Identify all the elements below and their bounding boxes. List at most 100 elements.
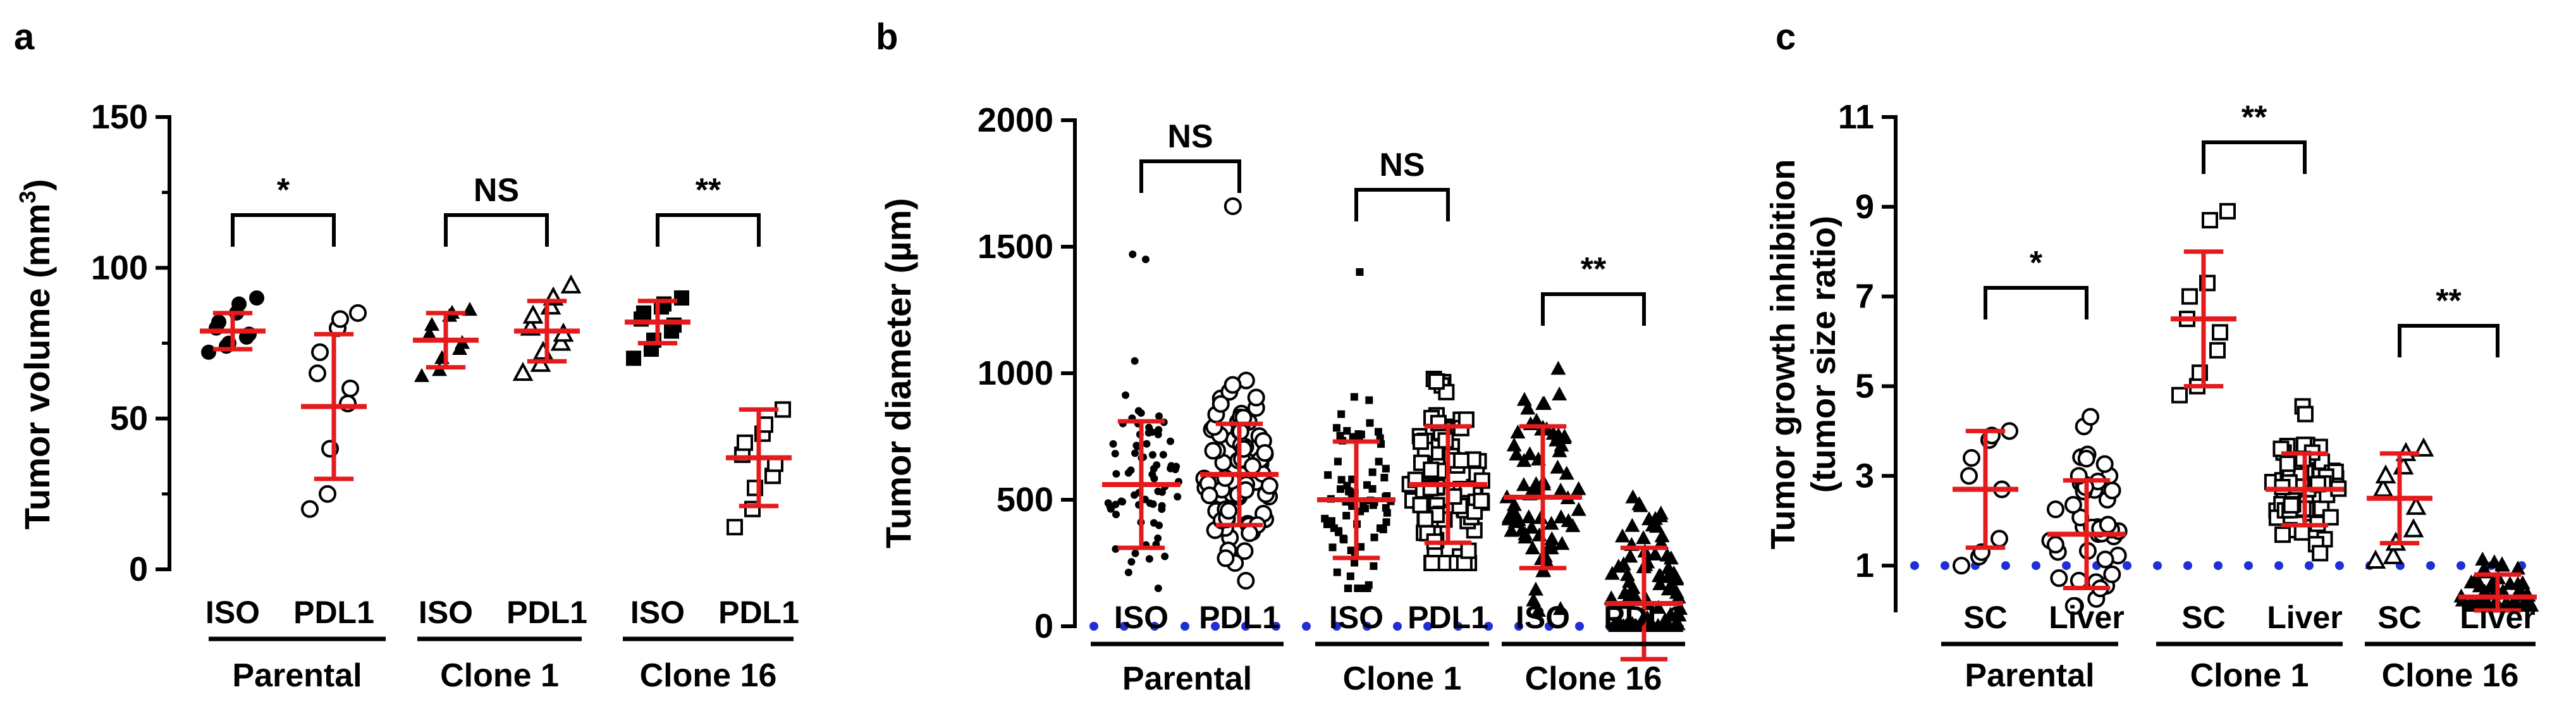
panel-c-column-label: Liver (2267, 600, 2343, 635)
panel-c-point (2103, 481, 2121, 500)
panel-a-point (636, 305, 651, 321)
panel-b-point (1550, 361, 1566, 375)
panel-b-point (1374, 428, 1382, 436)
panel-b-point (1158, 488, 1166, 496)
panel-b-point (1375, 457, 1383, 466)
panel-b-point (1622, 548, 1638, 563)
panel-c-significance-label: * (2030, 245, 2043, 282)
panel-b-point (1553, 483, 1569, 497)
panel-a-ytick-label: 50 (110, 400, 148, 438)
panel-b-ytick-label: 2000 (978, 101, 1053, 139)
panel-c-significance-label: ** (2436, 283, 2462, 319)
panel-c-point (2077, 450, 2095, 468)
panel-a: a Tumor volume (mm3) 0 50 100 150 ISO PDL1 Par… (14, 16, 799, 694)
panel-c-point (2297, 405, 2314, 423)
panel-c-point (2283, 497, 2300, 514)
panel-c-reference-dot (2274, 561, 2283, 571)
panel-c-column-label: SC (1963, 600, 2007, 635)
panel-c-point (2099, 516, 2117, 534)
panel-b-ytick-label: 500 (997, 481, 1053, 519)
panel-c-point (2209, 342, 2226, 359)
panel-b-point (1112, 470, 1120, 478)
panel-b-point (1382, 504, 1390, 512)
panel-c-group-label: Clone 1 (2190, 657, 2309, 694)
panel-a-point (349, 304, 367, 322)
panel-b-reference-dot (1545, 622, 1554, 631)
panel-a-column-label: PDL1 (506, 595, 587, 630)
panel-a-column-label: ISO (205, 595, 260, 630)
panel-b-point (1153, 461, 1161, 469)
panel-c-point (2510, 560, 2526, 575)
panel-b-point (1344, 585, 1352, 592)
panel-b-point (1460, 542, 1477, 559)
panel-c-reference-dot (2062, 561, 2071, 571)
panel-a-point (626, 350, 641, 366)
panel-b-point (1333, 568, 1341, 576)
panel-b-point (1247, 388, 1265, 407)
panel-b-point (1565, 518, 1581, 533)
panel-b-point (1217, 549, 1235, 567)
panel-b-point (1653, 568, 1669, 583)
panel-b-point (1149, 500, 1157, 508)
panel-b-point (1524, 519, 1540, 534)
panel-c: c Tumor growth inhibition (tumor size ra… (1764, 16, 2539, 694)
panel-c-significance-bracket (2202, 140, 2307, 174)
panel-b-point (1348, 502, 1356, 511)
panel-b-point (1669, 571, 1684, 586)
panel-b-point (1339, 535, 1347, 543)
panel-a-column-label: ISO (419, 595, 473, 630)
panel-b-column-label: PDL1 (1199, 600, 1280, 635)
panel-b-point (1131, 449, 1139, 457)
panel-b-point (1614, 528, 1630, 543)
panel-a-significance-label: * (277, 172, 290, 209)
panel-b-point (1668, 618, 1684, 632)
panel-c-point (2082, 407, 2100, 426)
panel-c-reference-dot (2032, 561, 2040, 571)
panel-a-point (249, 290, 264, 306)
panel-b-ytick-label: 0 (1034, 607, 1053, 645)
panel-b-group-label: Parental (1122, 660, 1252, 697)
panel-b-point (1167, 462, 1175, 470)
panel-c-column-label: Liver (2460, 600, 2536, 635)
panel-a-ylabel: Tumor volume (mm3) (15, 179, 57, 529)
panel-b-point (1109, 440, 1117, 448)
panel-a-point (522, 304, 544, 324)
panel-b-point (1506, 437, 1522, 452)
panel-a-point (311, 343, 329, 361)
panel-b-point (1127, 466, 1135, 474)
panel-b-point (1413, 433, 1430, 450)
panel-b-point (1625, 489, 1641, 504)
panel-c-point (2383, 545, 2404, 564)
panel-c-point (2403, 518, 2424, 538)
panel-b-letter: b (876, 16, 898, 58)
panel-b-point (1324, 471, 1332, 479)
panel-c-point (1960, 467, 1978, 485)
panel-b-point (1636, 530, 1652, 545)
panel-b-reference-dot (1302, 622, 1311, 631)
panel-b-point (1658, 618, 1674, 632)
panel-b-point (1604, 566, 1620, 580)
panel-b-point (1530, 603, 1546, 617)
panel-b-point (1543, 516, 1559, 530)
panel-b-point (1366, 419, 1374, 427)
panel-a-point (309, 364, 326, 383)
panel-b-column-label: ISO (1516, 600, 1570, 635)
panel-b-point (1520, 400, 1536, 415)
panel-b-point (1355, 432, 1363, 440)
panel-c-point (2475, 551, 2491, 566)
panel-b-point (1134, 407, 1143, 415)
panel-a-point (211, 314, 226, 330)
panel-b-point (1528, 476, 1544, 490)
panel-b-ylabel: Tumor diameter (µm) (878, 198, 918, 548)
panel-a-significance-bracket (231, 213, 336, 247)
panel-b-point (1337, 485, 1345, 493)
panel-b-point (1654, 528, 1670, 543)
panel-c-point (1963, 449, 1980, 467)
panel-c-point (2046, 500, 2064, 519)
panel-a-ytick-label: 100 (91, 249, 148, 287)
panel-a-group-label: Clone 16 (640, 657, 777, 694)
panel-c-point (2212, 324, 2228, 341)
panel-b-point (1473, 492, 1490, 509)
panel-b-point (1159, 450, 1167, 459)
panel-c-point (2064, 496, 2082, 514)
